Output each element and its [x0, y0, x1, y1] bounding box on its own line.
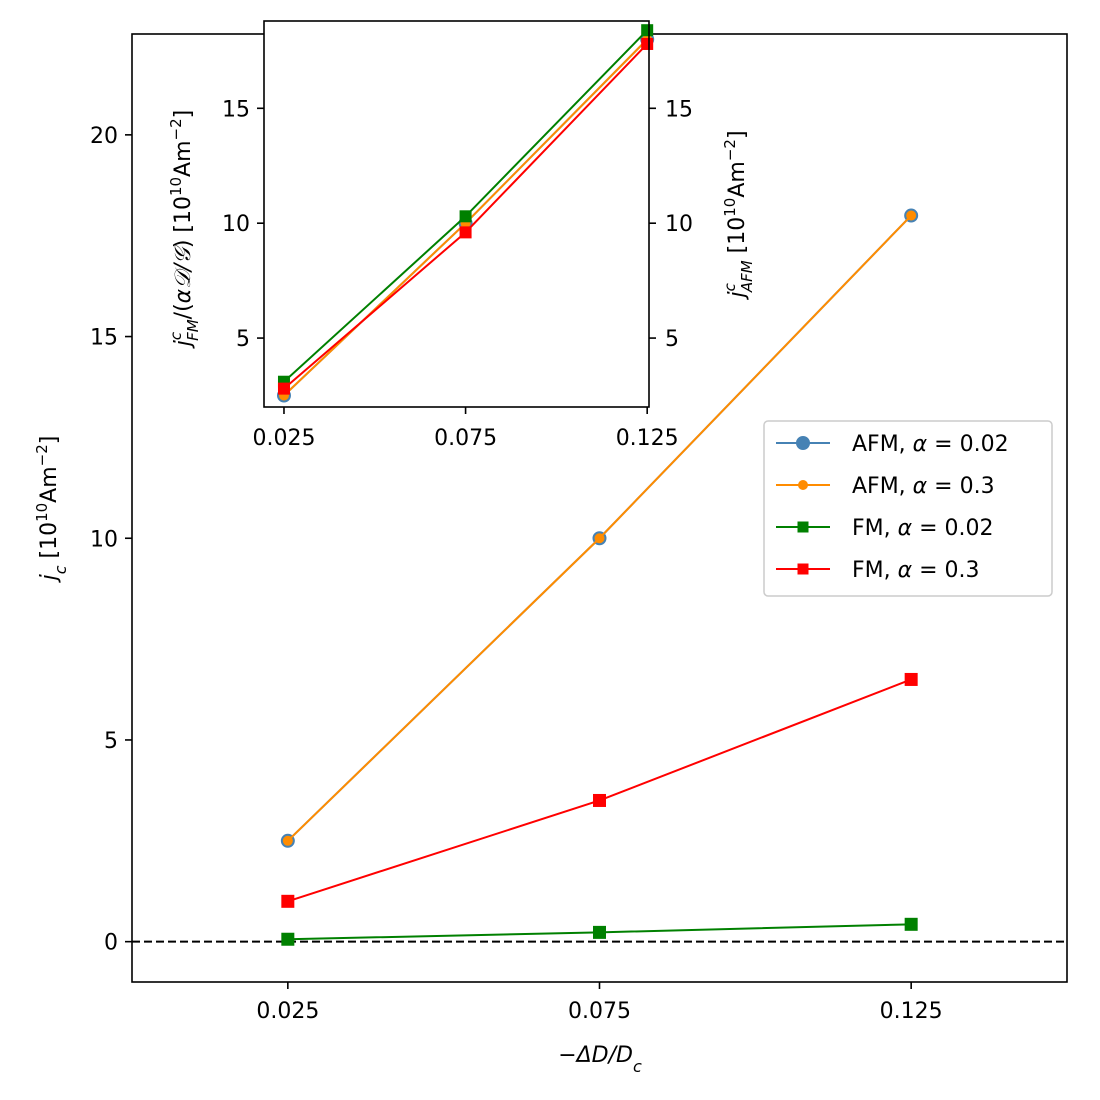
inset-right-y-tick-label: 15 — [665, 97, 693, 122]
inset-y-ticks-left: 5 10 15 — [222, 97, 264, 352]
main-y-tick-label: 10 — [90, 527, 118, 552]
data-point-fm-0-3-2 — [904, 672, 918, 686]
data-point-fm-0-02-0 — [281, 932, 295, 946]
x-label-sub: c — [633, 1057, 642, 1076]
data-point-fm-0-3-0 — [281, 894, 295, 908]
y-label-units-mid: Am — [37, 466, 62, 502]
inset-right-y-tick-label: 10 — [665, 212, 693, 237]
inset-left-y-tick-label: 15 — [222, 97, 250, 122]
inset-data-point-fm-0-3-2 — [641, 37, 654, 50]
data-point-fm-0-02-1 — [593, 925, 606, 939]
inset-series-group — [276, 24, 655, 403]
inset-right-y-axis-label: jcAFM [1010Am−2] — [721, 130, 756, 300]
data-point-afm-0-3-2 — [906, 210, 917, 221]
legend-label: AFM, α = 0.3 — [852, 474, 995, 499]
y-label-main: j — [37, 573, 62, 583]
data-point-fm-0-02-2 — [904, 917, 918, 931]
x-label-main: −ΔD/D — [558, 1043, 633, 1068]
legend-marker — [796, 436, 810, 450]
inset-data-point-fm-0-3-0 — [277, 382, 290, 395]
series-fm-0-02 — [281, 917, 918, 946]
legend-entry-fm-0-3: FM, α = 0.3 — [776, 558, 980, 583]
y-label-units: [10 — [37, 522, 62, 566]
inset-x-tick-label: 0.075 — [434, 426, 497, 451]
data-point-afm-0-3-0 — [282, 835, 293, 846]
main-y-tick-label: 5 — [104, 729, 118, 754]
inset-data-point-fm-0-02-1 — [459, 210, 472, 223]
main-y-tick-label: 20 — [90, 124, 118, 149]
main-y-tick-label: 0 — [104, 931, 118, 956]
legend-marker — [797, 563, 809, 575]
main-x-tick-label: 0.125 — [880, 999, 943, 1024]
main-series-group — [280, 208, 919, 946]
legend-entry-afm-0-3: AFM, α = 0.3 — [776, 474, 995, 499]
legend-box — [763, 420, 1053, 597]
inset-x-tick-label: 0.125 — [616, 426, 679, 451]
legend-entries: AFM, α = 0.02 AFM, α = 0.3 FM, α = 0.02 FM,… — [776, 432, 1009, 583]
inset-x-tick-label: 0.025 — [252, 426, 315, 451]
legend-label: FM, α = 0.3 — [852, 558, 980, 583]
inset-data-point-fm-0-02-2 — [641, 24, 654, 37]
legend-label: FM, α = 0.02 — [852, 516, 994, 541]
legend-entry-afm-0-02: AFM, α = 0.02 — [776, 432, 1009, 457]
legend: AFM, α = 0.02 AFM, α = 0.3 FM, α = 0.02 FM,… — [763, 420, 1053, 597]
inset-y-ticks-right: 5 10 15 — [649, 97, 693, 352]
inset-left-y-tick-label: 5 — [236, 327, 250, 352]
main-x-axis-label: −ΔD/Dc — [558, 1043, 642, 1076]
legend-marker — [797, 521, 809, 533]
inset-series-fm-0-3 — [277, 37, 654, 395]
inset-data-point-fm-0-3-1 — [459, 226, 472, 239]
inset-axes-frame — [263, 20, 650, 408]
series-fm-0-3 — [281, 672, 918, 908]
main-y-axis-label: jc [1010Am−2] — [33, 436, 70, 584]
main-x-ticks: 0.025 0.075 0.125 — [256, 982, 943, 1024]
main-x-tick-label: 0.025 — [256, 999, 319, 1024]
main-x-tick-label: 0.075 — [568, 999, 631, 1024]
legend-entry-fm-0-02: FM, α = 0.02 — [776, 516, 994, 541]
main-y-ticks: 0 5 10 15 20 — [90, 124, 132, 956]
inset-plot: 0.025 0.075 0.125 5 10 15 5 10 15 jcFM/(α𝒟/𝒢) … — [167, 20, 756, 451]
y-label-exp: 10 — [33, 503, 51, 522]
inset-left-y-tick-label: 10 — [222, 212, 250, 237]
inset-left-y-axis-label: jcFM/(α𝒟/𝒢) [1010Am−2] — [167, 110, 202, 350]
y-label-exp2: −2 — [33, 444, 51, 466]
main-y-tick-label: 15 — [90, 326, 118, 351]
legend-marker — [798, 480, 808, 490]
y-label-sub: c — [51, 565, 70, 574]
inset-x-ticks: 0.025 0.075 0.125 — [252, 407, 679, 451]
data-point-afm-0-3-1 — [594, 533, 605, 544]
y-label-close: ] — [37, 436, 62, 445]
inset-background — [264, 21, 649, 407]
data-point-fm-0-3-1 — [593, 793, 606, 807]
legend-label: AFM, α = 0.02 — [852, 432, 1009, 457]
series-afm-0-3 — [282, 210, 917, 846]
inset-right-y-tick-label: 5 — [665, 327, 679, 352]
